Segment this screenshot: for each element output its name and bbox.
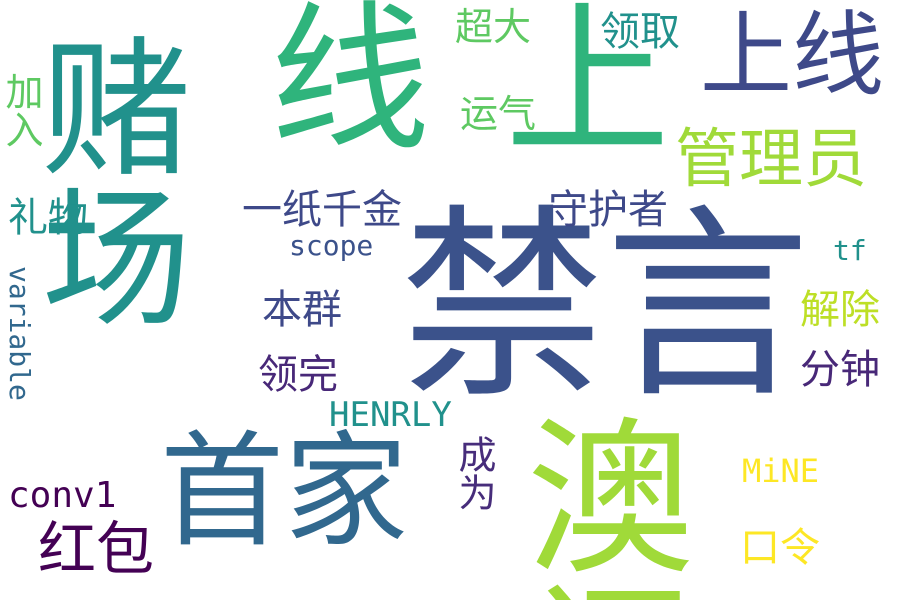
word-yunqi: 运气 [460,92,537,136]
word-jinyan: 禁言 [400,188,810,426]
word-shoujia: 首家 [160,420,409,564]
word-mine: MiNE [742,452,820,490]
word-shangxian: 上线 [700,2,885,109]
word-lingwan: 领完 [258,352,338,398]
word-shouhuzhe: 守护者 [548,187,668,233]
word-aomen: 澳门 [498,410,694,600]
word-jiechu: 解除 [800,287,880,333]
word-shang: 上 [505,0,670,178]
word-jiaru: 加入 [0,72,43,148]
word-chengwei: 成为 [452,435,496,511]
word-lingqu: 领取 [600,9,680,55]
word-chaoda: 超大 [455,5,532,49]
word-yizhiqianjin: 一纸千金 [242,187,402,233]
word-henrly: HENRLY [329,395,452,435]
word-tf: tf [833,234,867,267]
word-liwu: 礼物 [8,195,88,241]
word-guanliyuan: 管理员 [675,123,867,197]
word-variable: variable [3,266,36,401]
word-hongbao: 红包 [38,515,155,583]
word-conv1: conv1 [8,475,117,516]
word-xian: 线 [270,0,431,173]
word-koulong: 口令 [740,525,820,571]
word-dubo: 赌场 [16,30,190,330]
word-scope: scope [289,229,374,262]
word-fenzhong: 分钟 [800,347,880,393]
word-benqun: 本群 [262,287,342,333]
